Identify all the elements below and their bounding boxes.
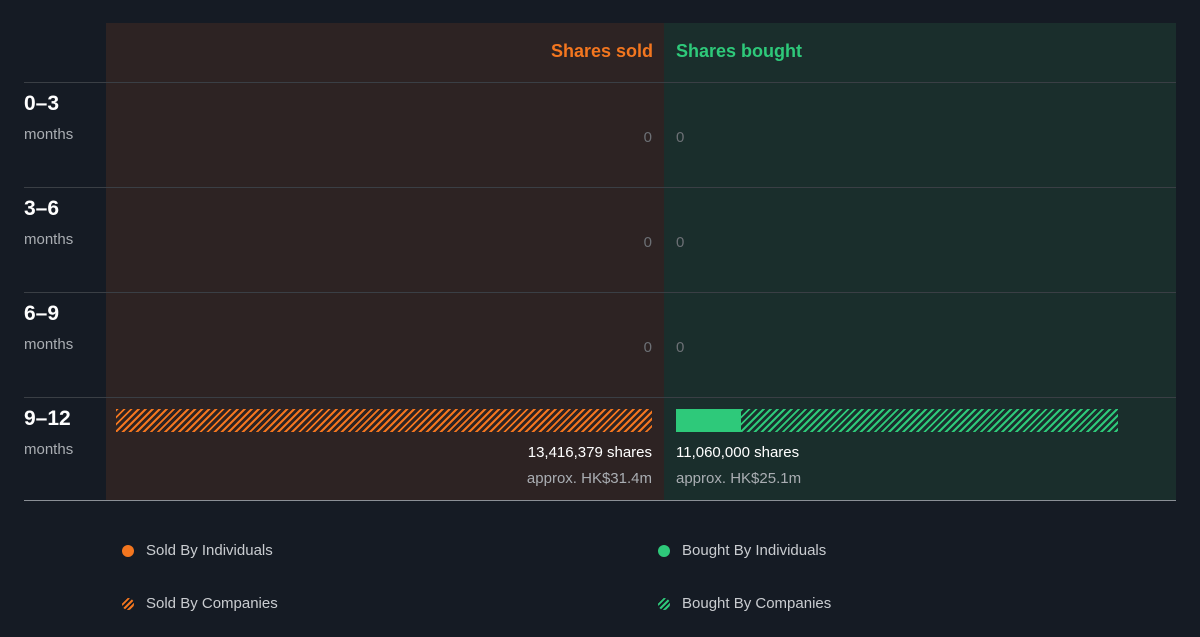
- period-label-3-6: 3–6: [24, 197, 60, 220]
- legend-label: Sold By Individuals: [146, 542, 273, 559]
- period-unit-9-12: months: [24, 441, 74, 458]
- legend-bought-by-individuals: Bought By Individuals: [658, 541, 826, 561]
- bar-bought-by-companies-9-12: [741, 409, 1118, 432]
- sold-value-0-3: 0: [643, 129, 652, 146]
- legend-label: Sold By Companies: [146, 595, 278, 612]
- shares-sold-header: Shares sold: [550, 41, 653, 61]
- chart-baseline: [24, 500, 1176, 501]
- sold-value-6-9: 0: [643, 339, 652, 356]
- sold-value-label-9-12: approx. HK$31.4m: [526, 470, 652, 487]
- orange-hatched-dot-icon: [122, 598, 134, 610]
- bought-value-0-3: 0: [676, 129, 685, 146]
- bought-value-3-6: 0: [676, 234, 685, 251]
- bar-sold-by-companies-9-12: [116, 409, 652, 432]
- period-label-6-9: 6–9: [24, 302, 60, 325]
- bought-shares-label-9-12: 11,060,000 shares: [676, 444, 800, 461]
- legend-label: Bought By Companies: [682, 595, 832, 612]
- period-unit-3-6: months: [24, 231, 74, 248]
- legend-label: Bought By Individuals: [682, 542, 827, 559]
- bought-value-6-9: 0: [676, 339, 685, 356]
- row-divider: [24, 82, 1176, 83]
- sold-value-3-6: 0: [643, 234, 652, 251]
- bar-bought-by-individuals-9-12: [676, 409, 741, 432]
- legend-sold-by-companies: Sold By Companies: [122, 594, 278, 614]
- row-divider: [24, 292, 1176, 293]
- row-divider: [24, 187, 1176, 188]
- green-hatched-dot-icon: [658, 598, 670, 610]
- orange-dot-icon: [122, 545, 134, 557]
- legend-bought-by-companies: Bought By Companies: [658, 594, 831, 614]
- period-label-0-3: 0–3: [24, 92, 60, 115]
- green-dot-icon: [658, 545, 670, 557]
- legend-sold-by-individuals: Sold By Individuals: [122, 541, 273, 561]
- period-unit-6-9: months: [24, 336, 74, 353]
- row-divider: [24, 397, 1176, 398]
- sold-shares-label-9-12: 13,416,379 shares: [527, 444, 652, 461]
- shares-bought-header: Shares bought: [676, 41, 803, 61]
- period-unit-0-3: months: [24, 126, 74, 143]
- period-label-9-12: 9–12: [24, 407, 71, 430]
- bought-value-label-9-12: approx. HK$25.1m: [676, 470, 802, 487]
